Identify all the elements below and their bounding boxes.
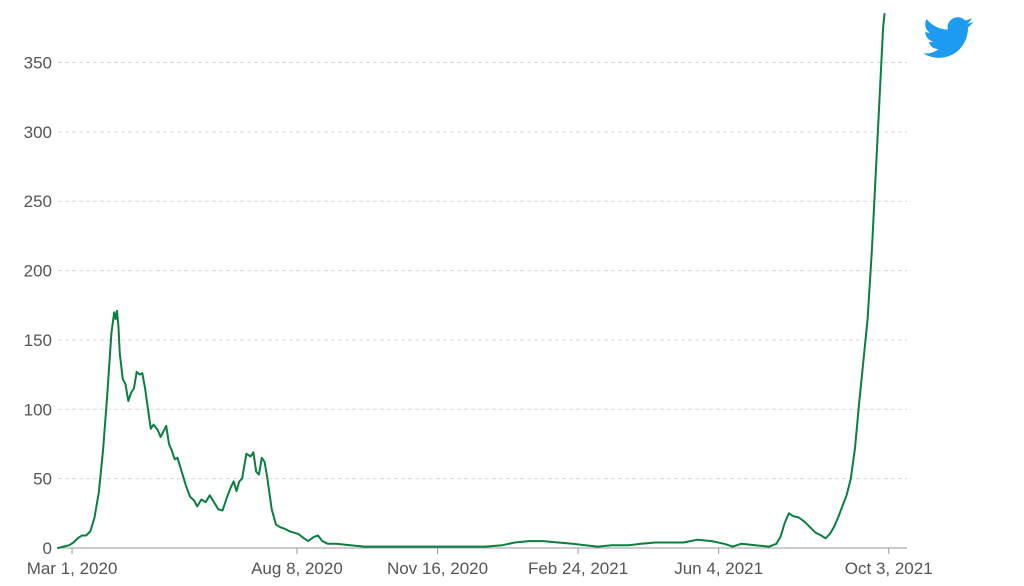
y-tick-label: 250 bbox=[24, 192, 52, 211]
series-group bbox=[57, 13, 886, 549]
series-line bbox=[57, 13, 886, 549]
y-tick-label: 300 bbox=[24, 123, 52, 142]
x-tick-label: Jun 4, 2021 bbox=[674, 559, 763, 578]
x-tick-label: Feb 24, 2021 bbox=[528, 559, 628, 578]
twitter-bird-icon bbox=[923, 17, 974, 58]
y-tick-label: 350 bbox=[24, 54, 52, 73]
x-tick-label: Aug 8, 2020 bbox=[251, 559, 343, 578]
x-tick-label: Nov 16, 2020 bbox=[387, 559, 488, 578]
gridlines bbox=[58, 62, 907, 480]
y-tick-label: 0 bbox=[43, 539, 52, 558]
y-axis-tick-labels: 0 50 100 150 200 250 300 350 bbox=[24, 54, 52, 558]
x-axis: Mar 1, 2020 Aug 8, 2020 Nov 16, 2020 Feb 24… bbox=[27, 547, 933, 578]
x-tick-label: Oct 3, 2021 bbox=[845, 559, 933, 578]
y-tick-label: 100 bbox=[24, 400, 52, 419]
y-tick-label: 200 bbox=[24, 262, 52, 281]
y-tick-label: 150 bbox=[24, 331, 52, 350]
y-tick-label: 50 bbox=[33, 470, 52, 489]
x-tick-label: Mar 1, 2020 bbox=[27, 559, 118, 578]
